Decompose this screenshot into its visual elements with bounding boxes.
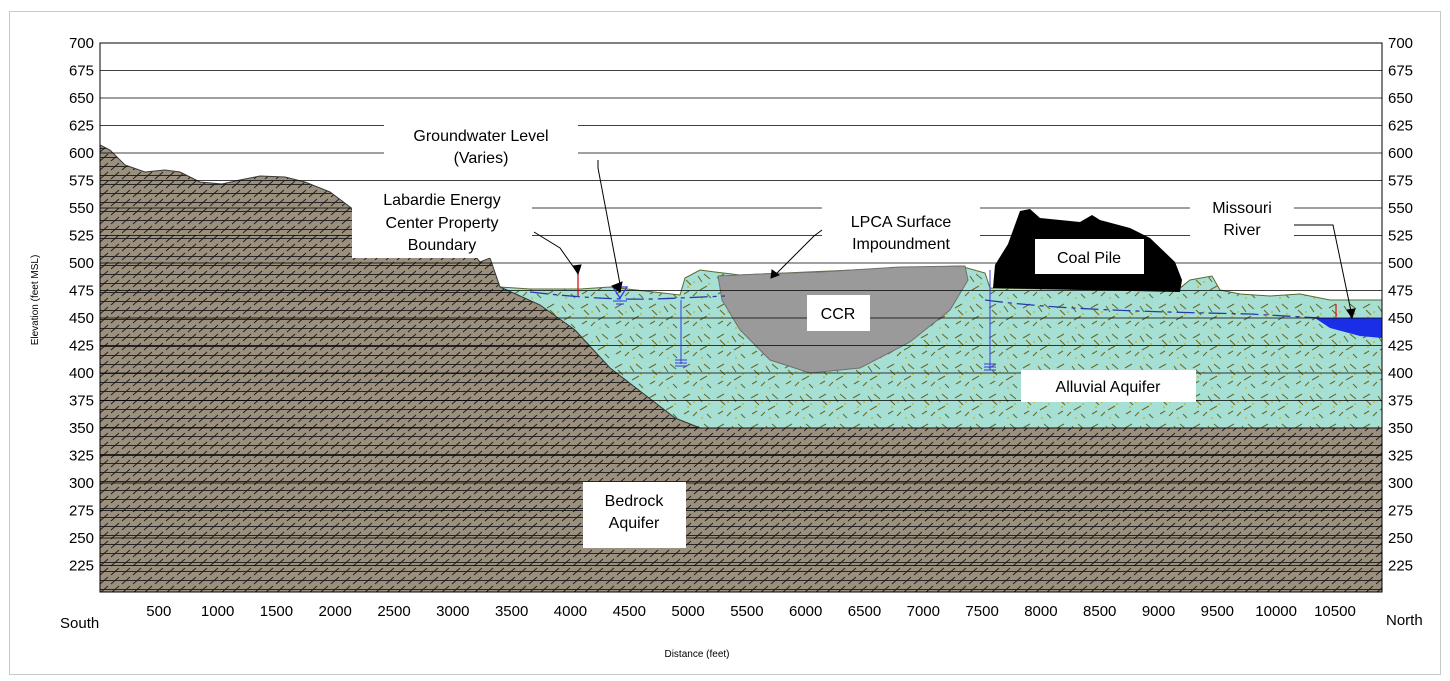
x-tick: 4000: [554, 603, 587, 620]
bedrock-label-box: [583, 482, 686, 548]
y-tick-right: 325: [1388, 448, 1413, 465]
y-tick-right: 600: [1388, 145, 1413, 162]
bedrock-label-line2: Aquifer: [609, 515, 660, 532]
gridlines: [100, 42, 1382, 566]
x-tick: 500: [146, 603, 171, 620]
x-tick: 10500: [1314, 603, 1356, 620]
y-tick-left: 375: [69, 393, 94, 410]
missouri-river: [1315, 318, 1382, 338]
y-tick-left: 300: [69, 475, 94, 492]
x-axis: 500 1000 1500 2000 2500 3000 3500 4000 4500 5000 5…: [146, 603, 1356, 620]
y-tick-right: 575: [1388, 173, 1413, 190]
y-tick-right: 300: [1388, 475, 1413, 492]
y-tick-right: 500: [1388, 255, 1413, 272]
y-tick-left: 625: [69, 118, 94, 135]
y-tick-right: 700: [1388, 35, 1413, 52]
x-tick: 7000: [907, 603, 940, 620]
x-tick: 8000: [1024, 603, 1057, 620]
x-left-label: South: [60, 615, 99, 632]
y-tick-left: 450: [69, 310, 94, 327]
y-tick-left: 225: [69, 558, 94, 575]
x-tick: 3500: [495, 603, 528, 620]
impoundment-label-line2: Impoundment: [852, 236, 950, 253]
y-tick-left: 500: [69, 255, 94, 272]
y-tick-right: 550: [1388, 200, 1413, 217]
x-tick: 8500: [1083, 603, 1116, 620]
x-tick: 4500: [613, 603, 646, 620]
y-tick-left: 325: [69, 448, 94, 465]
alluvial-label-box: [1021, 370, 1196, 402]
y-tick-left: 650: [69, 90, 94, 107]
y-tick-right: 450: [1388, 310, 1413, 327]
alluvial-label: Alluvial Aquifer: [1056, 379, 1162, 396]
x-tick: 6000: [789, 603, 822, 620]
y-tick-right: 650: [1388, 90, 1413, 107]
y-tick-left: 400: [69, 365, 94, 382]
ccr-label-box: [807, 295, 870, 331]
y-tick-left: 425: [69, 338, 94, 355]
y-tick-right: 250: [1388, 530, 1413, 547]
y-tick-left: 250: [69, 530, 94, 547]
x-tick: 5000: [671, 603, 704, 620]
coal-pile-label: Coal Pile: [1057, 250, 1121, 267]
y-axis-right: 700 675 650 625 600 575 550 525 500 475 450 425 400 3…: [1388, 35, 1413, 575]
x-tick: 5500: [730, 603, 763, 620]
y-tick-left: 550: [69, 200, 94, 217]
groundwater-label-line1: Groundwater Level: [413, 128, 548, 145]
y-tick-right: 525: [1388, 228, 1413, 245]
y-tick-left: 675: [69, 63, 94, 80]
x-tick: 1000: [201, 603, 234, 620]
y-tick-left: 700: [69, 35, 94, 52]
x-tick: 1500: [260, 603, 293, 620]
coal-pile-label-box: [1035, 239, 1144, 274]
y-tick-right: 425: [1388, 338, 1413, 355]
y-tick-left: 575: [69, 173, 94, 190]
boundary-label-line2: Center Property: [386, 215, 499, 232]
x-tick: 2500: [377, 603, 410, 620]
groundwater-level-line: [529, 291, 1321, 319]
y-tick-left: 600: [69, 145, 94, 162]
x-right-label: North: [1386, 612, 1423, 629]
y-tick-right: 475: [1388, 283, 1413, 300]
boundary-label-line3: Boundary: [408, 237, 477, 254]
x-tick: 3000: [436, 603, 469, 620]
x-axis-title: Distance (feet): [664, 649, 729, 660]
monitoring-well-1: [675, 300, 687, 367]
y-tick-right: 625: [1388, 118, 1413, 135]
x-tick: 7500: [965, 603, 998, 620]
x-tick: 9500: [1201, 603, 1234, 620]
y-tick-left: 525: [69, 228, 94, 245]
ccr-label: CCR: [821, 306, 856, 323]
y-tick-left: 475: [69, 283, 94, 300]
y-axis-left: 700 675 650 625 600 575 550 525 500 475 450 425 400 3…: [69, 35, 94, 575]
y-tick-right: 275: [1388, 503, 1413, 520]
x-tick: 9000: [1142, 603, 1175, 620]
x-tick: 6500: [848, 603, 881, 620]
impoundment-label-box: [822, 207, 980, 257]
missouri-label-line2: River: [1223, 222, 1261, 239]
y-tick-right: 400: [1388, 365, 1413, 382]
x-tick: 2000: [319, 603, 352, 620]
x-tick: 10000: [1255, 603, 1297, 620]
y-tick-right: 350: [1388, 420, 1413, 437]
y-tick-right: 675: [1388, 63, 1413, 80]
bedrock-label-line1: Bedrock: [605, 493, 665, 510]
impoundment-label-line1: LPCA Surface: [851, 214, 952, 231]
groundwater-label-box: [384, 120, 578, 170]
boundary-label-box: [352, 184, 532, 258]
y-tick-right: 225: [1388, 558, 1413, 575]
missouri-label-line1: Missouri: [1212, 200, 1272, 217]
leader-lines: [533, 160, 1356, 320]
boundary-label-line1: Labardie Energy: [383, 192, 500, 209]
monitoring-well-2: [984, 270, 996, 371]
groundwater-label-line2: (Varies): [454, 150, 509, 167]
y-tick-left: 275: [69, 503, 94, 520]
y-tick-right: 375: [1388, 393, 1413, 410]
y-tick-left: 350: [69, 420, 94, 437]
missouri-label-box: [1190, 193, 1294, 243]
plot-frame: [99, 42, 1383, 593]
y-axis-title: Elevation (feet MSL): [30, 255, 41, 346]
